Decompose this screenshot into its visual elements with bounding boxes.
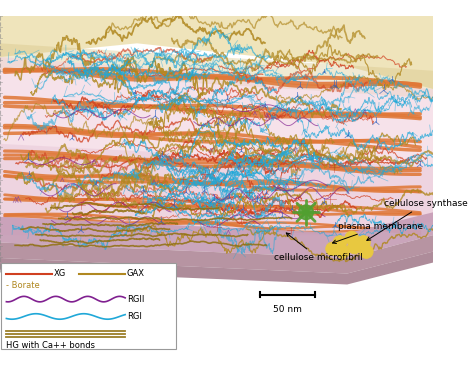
Polygon shape [0, 16, 433, 89]
Polygon shape [0, 212, 433, 258]
Text: XG: XG [54, 269, 66, 278]
Text: - Borate: - Borate [6, 281, 40, 290]
Polygon shape [0, 57, 433, 235]
Text: plasma membrane: plasma membrane [333, 222, 423, 244]
Polygon shape [0, 144, 433, 235]
Polygon shape [0, 235, 433, 273]
Circle shape [326, 242, 339, 256]
Text: 50 nm: 50 nm [273, 305, 302, 315]
Text: HG with Ca++ bonds: HG with Ca++ bonds [6, 341, 95, 350]
Text: cellulose microfibril: cellulose microfibril [274, 233, 363, 262]
Circle shape [299, 205, 313, 220]
Text: cellulose synthase: cellulose synthase [367, 199, 467, 240]
Text: GAX: GAX [127, 269, 145, 278]
Circle shape [357, 236, 371, 249]
FancyBboxPatch shape [1, 263, 176, 349]
Text: RGII: RGII [127, 295, 145, 304]
Circle shape [345, 231, 358, 245]
Text: RGI: RGI [127, 312, 142, 321]
Circle shape [347, 240, 361, 254]
Circle shape [333, 236, 346, 249]
Circle shape [336, 245, 349, 258]
Circle shape [359, 245, 373, 258]
Polygon shape [0, 43, 433, 98]
Polygon shape [0, 252, 433, 284]
